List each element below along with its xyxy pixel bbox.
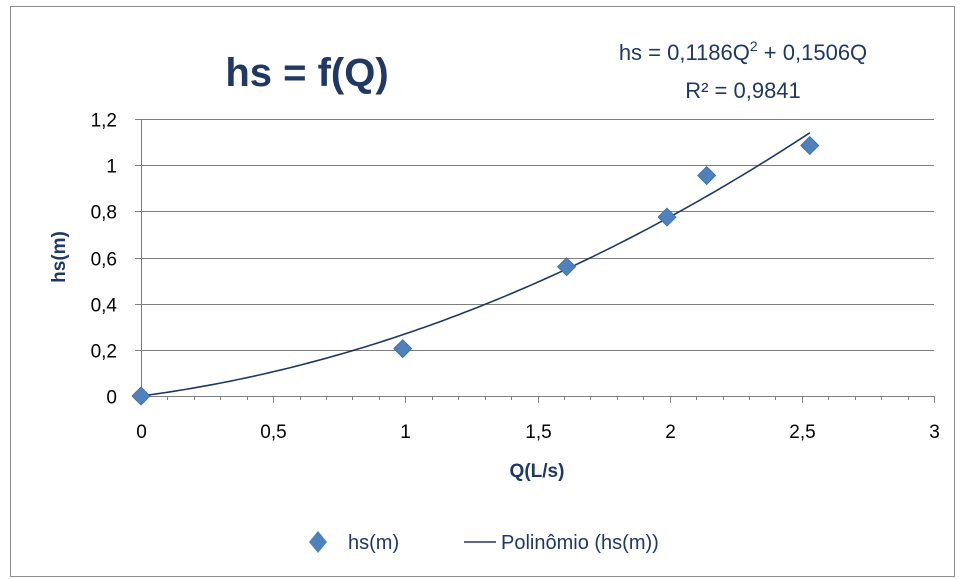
y-axis-title: hs(m) (49, 231, 70, 283)
y-tick-label: 0,8 (91, 203, 117, 224)
legend-marker-diamond-icon (309, 531, 327, 553)
equation-exponent: 2 (750, 38, 758, 54)
chart-title: hs = f(Q) (225, 51, 388, 95)
x-tick-label: 2 (665, 422, 676, 443)
points-layer (131, 135, 820, 406)
r-squared: R² = 0,9841 (685, 78, 801, 103)
data-point-diamond (393, 339, 413, 359)
trendline-equation: hs = 0,1186Q2 + 0,1506Q (619, 38, 867, 65)
x-tick-label: 0 (136, 422, 147, 443)
data-point-diamond (800, 135, 820, 156)
x-tick-label: 0,5 (260, 422, 286, 443)
trendline-layer (140, 132, 811, 397)
chart-frame (10, 6, 955, 577)
y-tick-label: 0 (106, 388, 117, 409)
equation-suffix: + 0,1506Q (758, 40, 867, 65)
legend-label-points: hs(m) (348, 532, 399, 554)
axes-layer (135, 119, 935, 403)
grid-layer (141, 119, 934, 351)
data-point-diamond (557, 257, 577, 277)
legend-label-trendline: Polinômio (hs(m)) (501, 532, 659, 554)
y-tick-label: 0,2 (91, 342, 117, 363)
x-tick-label: 3 (929, 422, 940, 443)
data-point-diamond (697, 165, 717, 186)
x-tick-label: 1,5 (525, 422, 551, 443)
y-tick-label: 0,6 (91, 250, 117, 271)
trendline-curve (140, 132, 811, 397)
x-axis-title: Q(L/s) (510, 461, 565, 482)
data-point-diamond (131, 386, 151, 406)
data-point-diamond (657, 207, 677, 227)
y-tick-label: 1 (106, 157, 117, 178)
y-tick-label: 0,4 (91, 296, 118, 317)
y-tick-label: 1,2 (91, 111, 117, 132)
equation-prefix: hs = 0,1186Q (619, 40, 750, 65)
x-tick-label: 2,5 (789, 422, 815, 443)
x-tick-label: 1 (400, 422, 411, 443)
legend: hs(m) Polinômio (hs(m)) (309, 531, 659, 554)
tick-labels: 0 0,2 0,4 0,6 0,8 1 1,2 0 0,5 1 1,5 2 2,5 3 (91, 111, 940, 444)
